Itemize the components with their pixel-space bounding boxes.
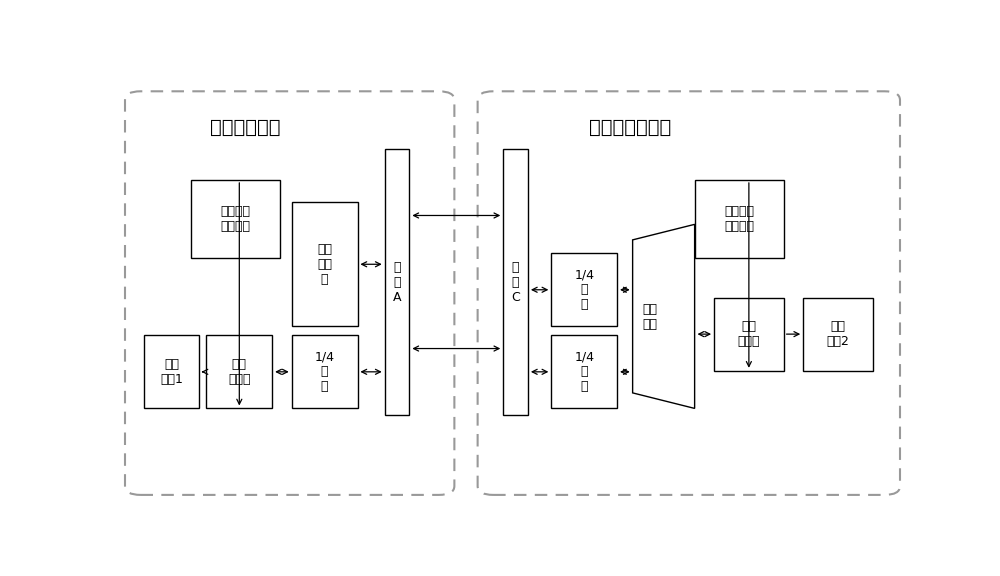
- Text: 探测光源组件: 探测光源组件: [210, 118, 280, 137]
- FancyBboxPatch shape: [144, 335, 199, 408]
- FancyBboxPatch shape: [714, 298, 784, 371]
- Text: 光
窗
A: 光 窗 A: [393, 260, 401, 304]
- FancyBboxPatch shape: [803, 298, 873, 371]
- Text: 激光扩束
准直系统: 激光扩束 准直系统: [724, 205, 754, 233]
- Text: 偏振
分束器: 偏振 分束器: [738, 320, 760, 348]
- Text: 平面
反射
镜: 平面 反射 镜: [317, 242, 332, 286]
- Text: 光
窗
C: 光 窗 C: [511, 260, 520, 304]
- FancyBboxPatch shape: [385, 149, 409, 415]
- Polygon shape: [633, 224, 695, 408]
- Text: 重泵浦光源组件: 重泵浦光源组件: [589, 118, 671, 137]
- FancyBboxPatch shape: [206, 335, 272, 408]
- Text: 偏振
分束器: 偏振 分束器: [228, 358, 251, 386]
- FancyBboxPatch shape: [551, 335, 617, 408]
- FancyBboxPatch shape: [695, 180, 784, 257]
- Text: 激光扩束
准直系统: 激光扩束 准直系统: [220, 205, 250, 233]
- FancyBboxPatch shape: [551, 253, 617, 327]
- FancyBboxPatch shape: [292, 202, 358, 327]
- FancyBboxPatch shape: [503, 149, 528, 415]
- Text: 1/4
波
片: 1/4 波 片: [574, 350, 594, 393]
- Text: 1/4
波
片: 1/4 波 片: [315, 350, 335, 393]
- FancyBboxPatch shape: [191, 180, 280, 257]
- Text: 1/4
波
片: 1/4 波 片: [574, 268, 594, 311]
- Text: 反射
棱镜: 反射 棱镜: [642, 304, 657, 332]
- Text: 光强
检测2: 光强 检测2: [827, 320, 849, 348]
- Text: 光强
检测1: 光强 检测1: [160, 358, 183, 386]
- FancyBboxPatch shape: [292, 335, 358, 408]
